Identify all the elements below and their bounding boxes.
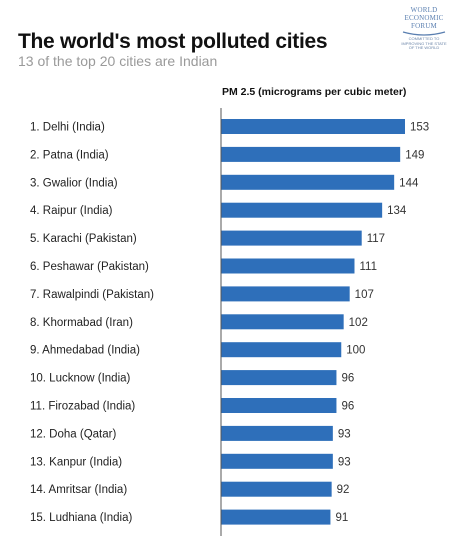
bar [221,174,395,190]
value-label: 102 [349,317,368,329]
value-label: 134 [387,205,407,217]
category-label: 9. Ahmedabad (India) [30,345,140,357]
value-label: 100 [346,345,365,357]
category-label: 7. Rawalpindi (Pakistan) [30,289,154,301]
bar [221,314,344,330]
logo-arc-icon [402,31,446,36]
value-label: 111 [359,261,376,273]
bar [221,453,333,469]
category-label: 5. Karachi (Pakistan) [30,233,137,245]
value-label: 93 [338,456,351,468]
bar [221,230,362,246]
category-label: 1. Delhi (India) [30,122,105,134]
value-label: 93 [338,428,351,440]
bar [221,342,342,358]
wef-logo-text: WORLD ECONOMIC FORUM [404,6,444,30]
category-label: 13. Kanpur (India) [30,456,122,468]
value-label: 149 [405,149,424,161]
value-label: 96 [341,373,354,385]
value-label: 153 [410,122,429,134]
chart-subtitle: 13 of the top 20 cities are Indian [18,53,218,69]
value-label: 92 [337,484,350,496]
bar [221,119,405,134]
bar [221,370,337,386]
category-label: 6. Peshawar (Pakistan) [30,261,149,273]
bar [221,286,350,302]
category-label: 10. Lucknow (India) [30,373,131,385]
bar [221,398,337,413]
x-axis-label: PM 2.5 (micrograms per cubic meter) [222,86,407,98]
value-label: 144 [399,177,419,189]
category-label: 14. Amritsar (India) [30,484,127,496]
bar [221,425,333,441]
category-label: 8. Khormabad (Iran) [30,317,133,329]
bar [221,146,401,162]
value-label: 107 [355,289,374,301]
wef-logo-tagline: COMMITTED TO IMPROVING THE STATE OF THE … [401,36,447,50]
bar [221,481,332,497]
category-label: 4. Raipur (India) [30,205,113,217]
category-label: 15. Ludhiana (India) [30,512,132,524]
category-label: 3. Gwalior (India) [30,177,118,189]
category-label: 11. Firozabad (India) [30,401,135,413]
bar [221,202,383,218]
wef-logo: WORLD ECONOMIC FORUM COMMITTED TO IMPROV… [394,6,454,62]
bar [221,509,331,525]
category-label: 2. Patna (India) [30,149,109,161]
bar [221,258,355,274]
chart-title: The world's most polluted cities [18,30,328,53]
value-label: 91 [335,512,348,524]
value-label: 96 [341,401,354,413]
category-label: 12. Doha (Qatar) [30,428,116,440]
value-label: 117 [367,233,385,245]
